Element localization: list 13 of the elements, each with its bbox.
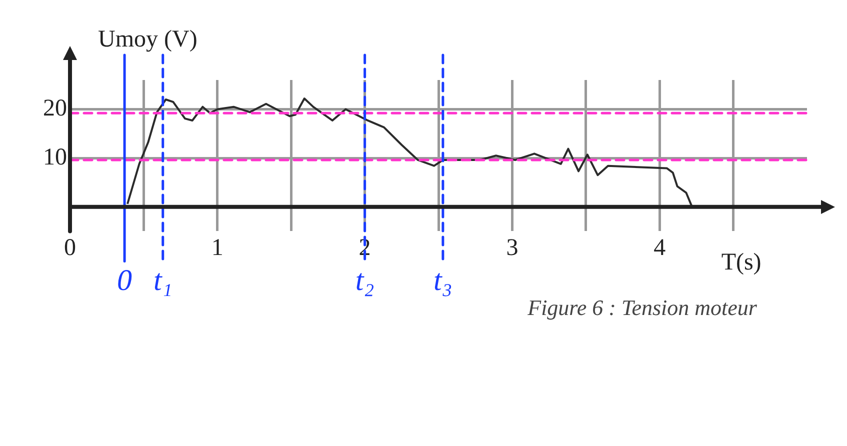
caption: Figure 6 : Tension moteur — [526, 294, 758, 320]
x-tick-label: 1 — [211, 234, 224, 261]
y-axis-title: Umoy (V) — [98, 26, 198, 52]
ref-line-label: t₁ — [153, 264, 172, 298]
x-axis-title: T(s) — [721, 249, 762, 276]
y-tick-label: 20 — [43, 96, 67, 122]
y-tick-label: 10 — [43, 144, 67, 170]
x-tick-label: 4 — [654, 234, 666, 261]
x-tick-label: 3 — [506, 234, 518, 261]
x-tick-label: 0 — [64, 234, 76, 261]
ref-line-label: t₂ — [355, 264, 374, 298]
ref-line-label: t₃ — [434, 264, 452, 298]
ref-line-label: 0 — [117, 264, 132, 298]
